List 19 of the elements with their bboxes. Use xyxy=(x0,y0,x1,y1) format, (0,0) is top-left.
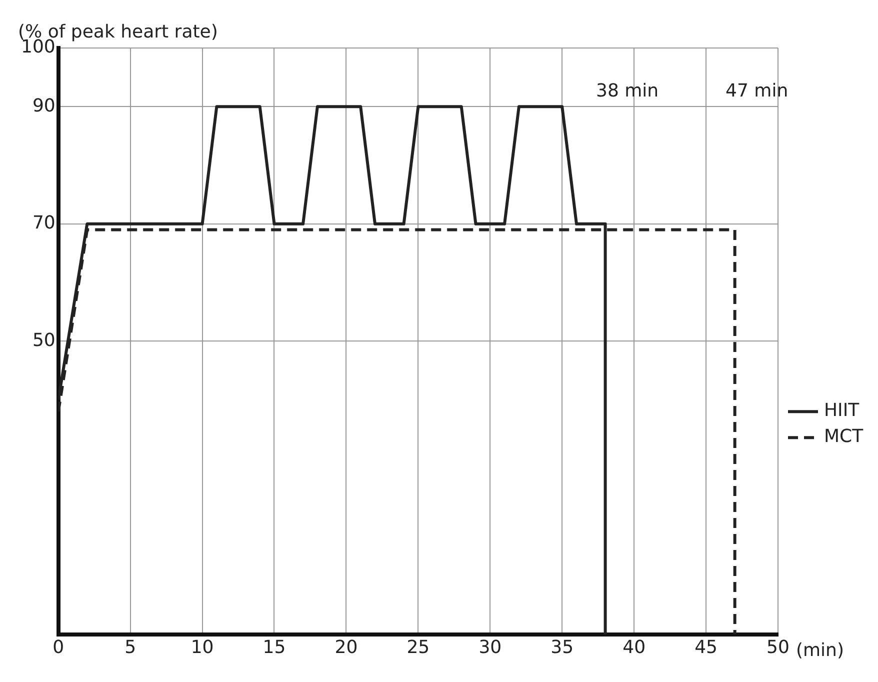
x-tick-label: 25 xyxy=(406,636,430,658)
annotation: 38 min xyxy=(596,80,659,102)
y-tick-label: 50 xyxy=(32,330,56,351)
x-tick-label: 0 xyxy=(52,636,64,658)
x-tick-label: 50 xyxy=(766,636,790,658)
x-tick-label: 35 xyxy=(550,636,574,658)
legend-label: HIIT xyxy=(824,400,860,422)
x-tick-label: 40 xyxy=(622,636,646,658)
x-tick-label: 20 xyxy=(334,636,358,658)
x-tick-label: 30 xyxy=(478,636,502,658)
x-tick-label: 15 xyxy=(262,636,286,658)
x-tick-label: 10 xyxy=(190,636,214,658)
y-tick-label: 90 xyxy=(32,95,56,116)
annotation: 47 min xyxy=(726,80,788,102)
x-axis-title: (min) xyxy=(796,640,844,662)
legend-label: MCT xyxy=(824,426,864,448)
x-tick-label: 5 xyxy=(124,636,136,658)
y-tick-label: 70 xyxy=(32,212,56,234)
x-tick-label: 45 xyxy=(694,636,718,658)
